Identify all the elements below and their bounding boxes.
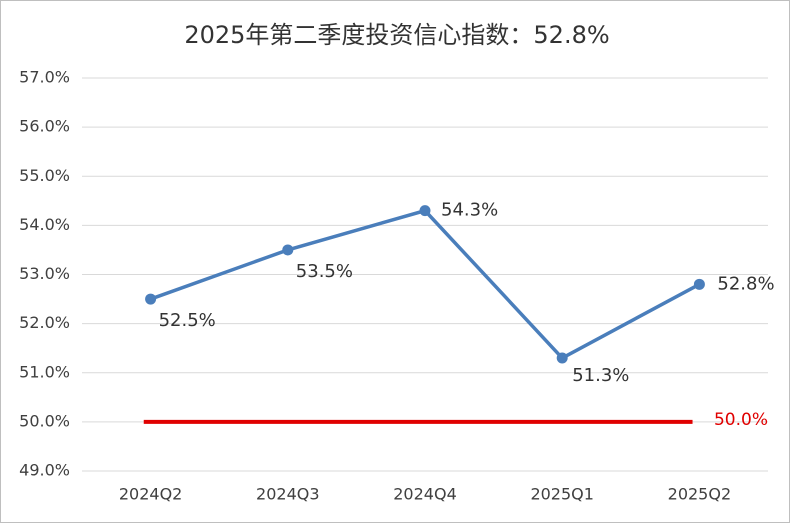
x-tick-label: 2025Q1 bbox=[530, 485, 594, 504]
value-label: 52.5% bbox=[159, 310, 216, 331]
y-tick-label: 49.0% bbox=[19, 461, 70, 480]
value-label: 54.3% bbox=[441, 200, 498, 221]
y-tick-label: 51.0% bbox=[19, 362, 70, 381]
value-label: 52.8% bbox=[717, 273, 774, 294]
x-tick-label: 2024Q4 bbox=[393, 485, 457, 504]
point bbox=[145, 293, 157, 305]
value-label: 53.5% bbox=[296, 261, 353, 282]
x-tick-label: 2024Q2 bbox=[119, 485, 183, 504]
x-tick-label: 2024Q3 bbox=[256, 485, 320, 504]
point bbox=[693, 278, 705, 290]
point bbox=[419, 205, 431, 217]
point bbox=[282, 244, 294, 256]
reference-label: 50.0% bbox=[714, 410, 768, 430]
y-tick-label: 52.0% bbox=[19, 313, 70, 332]
value-label: 51.3% bbox=[572, 365, 629, 386]
y-tick-label: 53.0% bbox=[19, 264, 70, 283]
y-tick-label: 55.0% bbox=[19, 166, 70, 185]
point bbox=[556, 352, 568, 364]
y-tick-label: 54.0% bbox=[19, 215, 70, 234]
x-tick-label: 2025Q2 bbox=[668, 485, 732, 504]
y-tick-label: 56.0% bbox=[19, 117, 70, 136]
y-tick-label: 50.0% bbox=[19, 411, 70, 430]
y-tick-label: 57.0% bbox=[19, 68, 70, 87]
chart-title: 2025年第二季度投资信心指数：52.8% bbox=[184, 21, 609, 49]
